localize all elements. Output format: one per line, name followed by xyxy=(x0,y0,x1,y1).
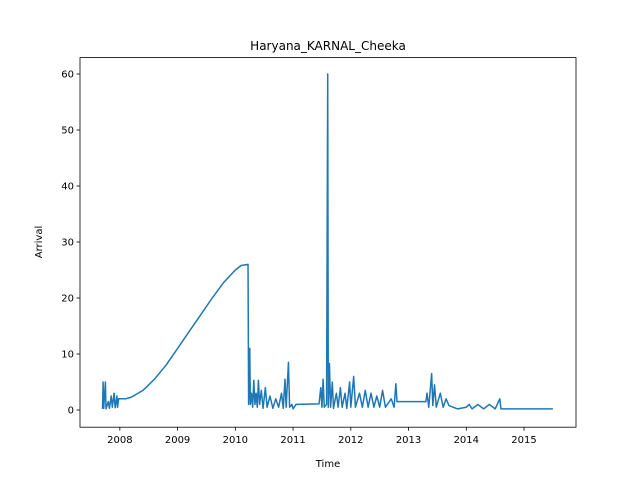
axes-frame xyxy=(79,57,577,428)
x-tick-label: 2014 xyxy=(454,435,479,446)
y-tick-label: 50 xyxy=(61,126,74,137)
y-tick-label: 20 xyxy=(61,294,74,305)
y-tick-label: 60 xyxy=(61,70,74,81)
x-tick-label: 2012 xyxy=(338,435,363,446)
x-tick-label: 2008 xyxy=(107,435,132,446)
y-tick-label: 30 xyxy=(61,238,74,249)
y-axis-label: Arrival xyxy=(34,226,45,259)
x-axis-label: Time xyxy=(315,459,340,470)
x-tick-label: 2013 xyxy=(396,435,421,446)
y-tick-label: 0 xyxy=(68,406,74,417)
y-tick-label: 40 xyxy=(61,182,74,193)
x-tick-label: 2015 xyxy=(511,435,536,446)
x-tick-label: 2011 xyxy=(280,435,305,446)
x-tick-label: 2009 xyxy=(165,435,190,446)
data-line xyxy=(101,73,553,410)
y-tick-label: 10 xyxy=(61,350,74,361)
chart-title: Haryana_KARNAL_Cheeka xyxy=(250,39,406,53)
x-tick-label: 2010 xyxy=(223,435,248,446)
